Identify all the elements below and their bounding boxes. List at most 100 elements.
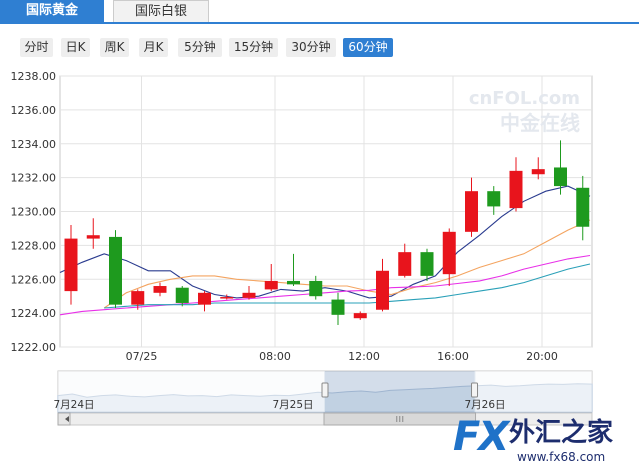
candle (109, 230, 122, 309)
candle (220, 294, 234, 300)
candle-body (376, 270, 389, 310)
y-axis-labels: 1238.00 1236.00 1234.00 1232.00 1230.00 1228.… (11, 70, 57, 354)
candle-body (220, 297, 234, 299)
navigator-date-label: 7月24日 (53, 399, 94, 411)
candle (309, 275, 323, 300)
x-tick-label: 08:00 (259, 350, 291, 363)
x-tick-label: 12:00 (348, 350, 380, 363)
candle (153, 282, 167, 297)
candle-body (554, 167, 567, 187)
candle-body (131, 291, 145, 305)
candle-body (198, 292, 211, 305)
period-button-60min[interactable]: 60分钟 (343, 38, 393, 57)
candle (531, 157, 545, 180)
candle-body (264, 280, 278, 290)
period-button-5min[interactable]: 5分钟 (178, 38, 222, 57)
ma-line-1 (103, 219, 591, 309)
y-tick-label: 1232.00 (11, 172, 57, 185)
navigator-mask-right (474, 371, 592, 412)
x-axis-labels: 07/25 08:00 12:00 16:00 20:00 (126, 350, 558, 363)
period-button-month[interactable]: 月K (139, 38, 168, 57)
candle (487, 186, 501, 215)
y-tick-label: 1228.00 (11, 239, 57, 252)
tab-gold[interactable]: 国际黄金 (0, 0, 104, 22)
logo-fx-text: FX (453, 414, 509, 460)
fx68-logo: FX 外汇之家 www.fx68.com (447, 414, 639, 468)
x-tick-label: 07/25 (126, 350, 158, 363)
candle-body (242, 292, 256, 298)
tab-silver[interactable]: 国际白银 (113, 0, 209, 22)
chart-grid (59, 75, 593, 348)
period-button-week[interactable]: 周K (100, 38, 129, 57)
candle (64, 225, 78, 305)
candle (353, 311, 367, 320)
y-tick-label: 1238.00 (11, 70, 57, 83)
candle-body (531, 169, 545, 175)
candles (64, 140, 590, 325)
candle (420, 248, 434, 281)
arrow-left-icon (65, 416, 69, 422)
candle (442, 228, 456, 287)
candle (398, 243, 412, 278)
candle (554, 140, 567, 195)
period-button-30min[interactable]: 30分钟 (286, 38, 336, 57)
navigator-handle-left[interactable] (321, 382, 329, 398)
candle-body (64, 238, 78, 292)
candle-body (353, 313, 367, 319)
ma-line-2 (59, 254, 591, 316)
period-button-15min[interactable]: 15分钟 (229, 38, 278, 57)
candle-body (309, 280, 323, 297)
candle (131, 289, 145, 310)
x-tick-label: 16:00 (437, 350, 469, 363)
candle-body (331, 299, 345, 315)
navigator-date-label: 7月25日 (272, 399, 313, 411)
candle (287, 253, 300, 287)
candle-body (86, 235, 100, 239)
x-tick-label: 20:00 (526, 350, 558, 363)
candle-body (420, 252, 434, 276)
candle (331, 292, 345, 325)
candle-body (487, 191, 501, 207)
logo-url: www.fx68.com (517, 450, 606, 464)
navigator: 7月24日 7月25日 7月26日 (53, 370, 593, 426)
navigator-handle-right[interactable] (471, 382, 479, 398)
candle (576, 175, 590, 241)
period-button-timeshare[interactable]: 分时 (20, 38, 53, 57)
watermark-line1: cnFOL.com (469, 88, 580, 109)
candle-body (153, 286, 167, 293)
y-tick-label: 1224.00 (11, 307, 57, 320)
y-tick-label: 1222.00 (11, 341, 57, 354)
watermark: cnFOL.com 中金在线 (469, 88, 580, 135)
candle (198, 291, 211, 312)
y-tick-label: 1236.00 (11, 104, 57, 117)
candle-body (287, 280, 300, 285)
navigator-mask-left (58, 371, 325, 412)
candle-body (509, 170, 523, 209)
candle (264, 264, 278, 292)
instrument-tabs: 国际黄金 国际白银 (0, 0, 639, 24)
y-tick-label: 1234.00 (11, 138, 57, 151)
moving-average-lines (59, 185, 591, 316)
candle-body (442, 231, 456, 275)
candle (175, 286, 189, 307)
period-button-day[interactable]: 日K (61, 38, 90, 57)
watermark-line2: 中金在线 (500, 111, 580, 135)
scroll-left-button[interactable] (57, 412, 71, 426)
candle-body (465, 191, 478, 232)
navigator-area (57, 383, 593, 413)
y-tick-label: 1230.00 (11, 206, 57, 219)
candle-body (398, 252, 412, 276)
candle (86, 218, 100, 249)
logo-name: 外汇之家 (509, 418, 614, 448)
navigator-date-label: 7月26日 (464, 399, 505, 411)
navigator-selection (324, 371, 476, 412)
candle-body (109, 236, 122, 305)
candle (509, 157, 523, 212)
ma-line-3 (104, 263, 591, 309)
y-tick-label: 1226.00 (11, 273, 57, 286)
ma-line-0 (59, 185, 591, 299)
candle (242, 286, 256, 300)
candle (376, 258, 389, 312)
candle (465, 177, 478, 237)
